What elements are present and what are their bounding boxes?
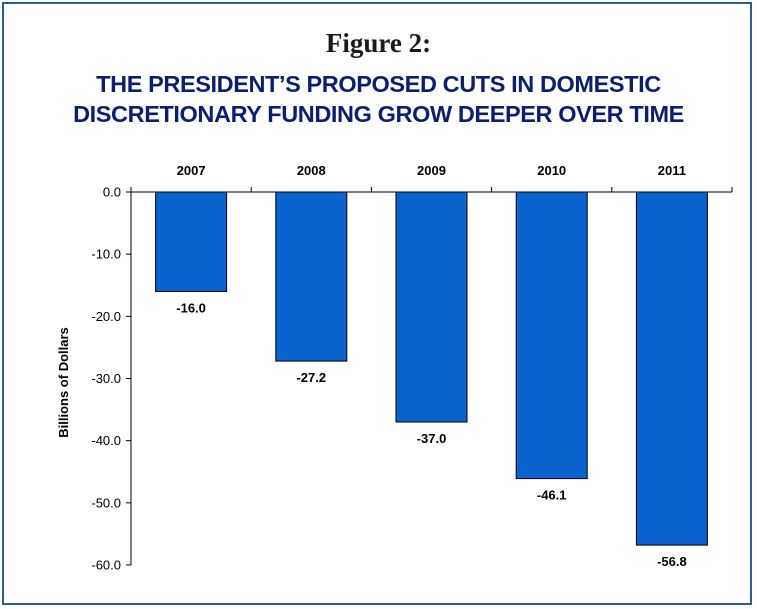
chart-title-line-1: THE PRESIDENT’S PROPOSED CUTS IN DOMESTI… [96,71,661,97]
bar-2011 [635,191,708,546]
category-label: 2011 [658,163,686,178]
y-axis-title: Billions of Dollars [56,327,71,438]
y-tick-label: -10.0 [91,247,121,262]
category-label: 2009 [417,163,446,178]
value-label: -16.0 [176,300,206,315]
chart-title-line-2: DISCRETIONARY FUNDING GROW DEEPER OVER T… [73,101,684,127]
category-label: 2008 [297,163,326,178]
chart-title: THE PRESIDENT’S PROPOSED CUTS IN DOMESTI… [0,69,757,129]
value-label: -46.1 [537,488,567,503]
y-tick-label: -40.0 [91,433,121,448]
value-label: -37.0 [417,431,447,446]
category-label: 2007 [177,163,206,178]
y-tick-label: -60.0 [91,558,121,573]
bar-2010 [515,191,588,480]
y-tick-label: 0.0 [103,185,121,200]
bar-2007 [155,191,228,292]
y-tick-label: -20.0 [91,309,121,324]
bar-2008 [275,191,348,362]
y-tick-label: -30.0 [91,371,121,386]
y-tick-label: -50.0 [91,495,121,510]
bar-2009 [395,191,468,423]
value-label: -27.2 [296,370,326,385]
category-label: 2010 [537,163,566,178]
value-label: -56.8 [657,554,687,569]
figure-label: Figure 2: [325,28,432,58]
